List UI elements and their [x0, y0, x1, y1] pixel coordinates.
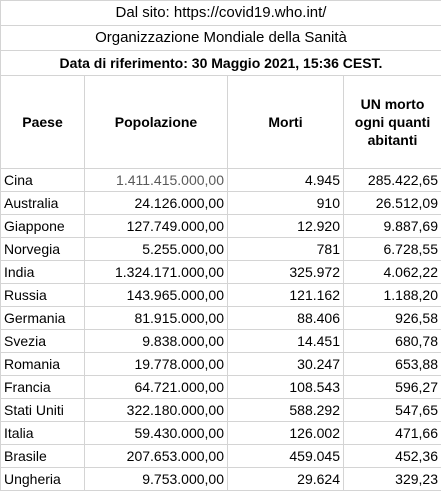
- cell-paese[interactable]: India: [0, 260, 85, 284]
- cell-ogni-quanti[interactable]: 6.728,55: [343, 237, 441, 261]
- table-row: Brasile 207.653.000,00 459.045 452,36: [0, 444, 441, 468]
- cell-ogni-quanti[interactable]: 680,78: [343, 329, 441, 353]
- table-row: Giappone 127.749.000,00 12.920 9.887,69: [0, 214, 441, 238]
- cell-paese[interactable]: Brasile: [0, 444, 85, 468]
- cell-morti[interactable]: 4.945: [227, 168, 344, 192]
- cell-morti[interactable]: 459.045: [227, 444, 344, 468]
- cell-paese[interactable]: Giappone: [0, 214, 85, 238]
- reference-date-cell[interactable]: Data di riferimento: 30 Maggio 2021, 15:…: [0, 50, 441, 76]
- cell-popolazione[interactable]: 24.126.000,00: [84, 191, 228, 215]
- cell-ogni-quanti[interactable]: 4.062,22: [343, 260, 441, 284]
- cell-morti[interactable]: 29.624: [227, 467, 344, 491]
- cell-morti[interactable]: 108.543: [227, 375, 344, 399]
- cell-ogni-quanti[interactable]: 547,65: [343, 398, 441, 422]
- cell-paese[interactable]: Cina: [0, 168, 85, 192]
- cell-paese[interactable]: Russia: [0, 283, 85, 307]
- cell-ogni-quanti[interactable]: 285.422,65: [343, 168, 441, 192]
- cell-morti[interactable]: 588.292: [227, 398, 344, 422]
- cell-ogni-quanti[interactable]: 1.188,20: [343, 283, 441, 307]
- cell-popolazione[interactable]: 5.255.000,00: [84, 237, 228, 261]
- table-row: Australia 24.126.000,00 910 26.512,09: [0, 191, 441, 215]
- cell-morti[interactable]: 88.406: [227, 306, 344, 330]
- cell-popolazione[interactable]: 1.324.171.000,00: [84, 260, 228, 284]
- cell-paese[interactable]: Ungheria: [0, 467, 85, 491]
- cell-popolazione[interactable]: 9.753.000,00: [84, 467, 228, 491]
- cell-morti[interactable]: 14.451: [227, 329, 344, 353]
- table-row: Germania 81.915.000,00 88.406 926,58: [0, 306, 441, 330]
- table-row: Svezia 9.838.000,00 14.451 680,78: [0, 329, 441, 353]
- table-row: Stati Uniti 322.180.000,00 588.292 547,65: [0, 398, 441, 422]
- cell-popolazione[interactable]: 143.965.000,00: [84, 283, 228, 307]
- table-row: Norvegia 5.255.000,00 781 6.728,55: [0, 237, 441, 261]
- cell-popolazione[interactable]: 207.653.000,00: [84, 444, 228, 468]
- cell-paese[interactable]: Italia: [0, 421, 85, 445]
- table-row: Cina 1.411.415.000,00 4.945 285.422,65: [0, 168, 441, 192]
- cell-morti[interactable]: 30.247: [227, 352, 344, 376]
- cell-ogni-quanti[interactable]: 452,36: [343, 444, 441, 468]
- cell-popolazione[interactable]: 322.180.000,00: [84, 398, 228, 422]
- cell-ogni-quanti[interactable]: 596,27: [343, 375, 441, 399]
- cell-morti[interactable]: 910: [227, 191, 344, 215]
- cell-morti[interactable]: 781: [227, 237, 344, 261]
- cell-paese[interactable]: Australia: [0, 191, 85, 215]
- organization-cell[interactable]: Organizzazione Mondiale della Sanità: [0, 25, 441, 51]
- cell-paese[interactable]: Svezia: [0, 329, 85, 353]
- cell-popolazione[interactable]: 1.411.415.000,00: [84, 168, 228, 192]
- cell-paese[interactable]: Romania: [0, 352, 85, 376]
- cell-paese[interactable]: Germania: [0, 306, 85, 330]
- cell-paese[interactable]: Norvegia: [0, 237, 85, 261]
- source-cell[interactable]: Dal sito: https://covid19.who.int/: [0, 0, 441, 26]
- header-paese[interactable]: Paese: [0, 75, 85, 169]
- cell-morti[interactable]: 126.002: [227, 421, 344, 445]
- cell-ogni-quanti[interactable]: 329,23: [343, 467, 441, 491]
- cell-morti[interactable]: 325.972: [227, 260, 344, 284]
- header-popolazione[interactable]: Popolazione: [84, 75, 228, 169]
- table-row: Italia 59.430.000,00 126.002 471,66: [0, 421, 441, 445]
- cell-ogni-quanti[interactable]: 26.512,09: [343, 191, 441, 215]
- cell-morti[interactable]: 12.920: [227, 214, 344, 238]
- cell-paese[interactable]: Stati Uniti: [0, 398, 85, 422]
- cell-ogni-quanti[interactable]: 653,88: [343, 352, 441, 376]
- cell-popolazione[interactable]: 81.915.000,00: [84, 306, 228, 330]
- cell-morti[interactable]: 121.162: [227, 283, 344, 307]
- cell-popolazione[interactable]: 59.430.000,00: [84, 421, 228, 445]
- cell-ogni-quanti[interactable]: 9.887,69: [343, 214, 441, 238]
- cell-ogni-quanti[interactable]: 471,66: [343, 421, 441, 445]
- cell-ogni-quanti[interactable]: 926,58: [343, 306, 441, 330]
- table-row: Russia 143.965.000,00 121.162 1.188,20: [0, 283, 441, 307]
- table-row: Francia 64.721.000,00 108.543 596,27: [0, 375, 441, 399]
- cell-popolazione[interactable]: 127.749.000,00: [84, 214, 228, 238]
- header-morti[interactable]: Morti: [227, 75, 344, 169]
- cell-popolazione[interactable]: 64.721.000,00: [84, 375, 228, 399]
- table-row: Romania 19.778.000,00 30.247 653,88: [0, 352, 441, 376]
- cell-popolazione[interactable]: 19.778.000,00: [84, 352, 228, 376]
- cell-popolazione[interactable]: 9.838.000,00: [84, 329, 228, 353]
- table-row: India 1.324.171.000,00 325.972 4.062,22: [0, 260, 441, 284]
- header-ogni-quanti[interactable]: UN morto ogni quanti abitanti: [343, 75, 441, 169]
- cell-paese[interactable]: Francia: [0, 375, 85, 399]
- table-row: Ungheria 9.753.000,00 29.624 329,23: [0, 467, 441, 491]
